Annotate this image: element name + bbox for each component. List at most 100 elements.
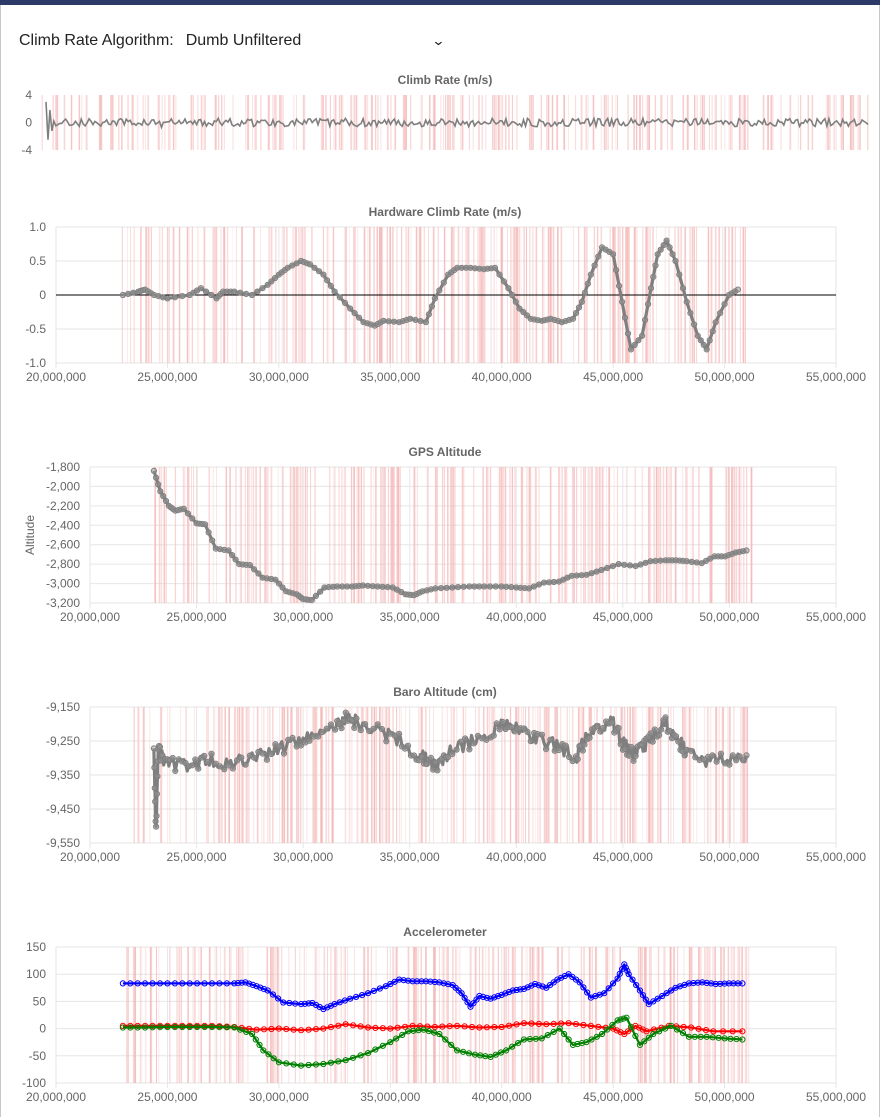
data-point bbox=[357, 727, 364, 734]
data-point bbox=[440, 980, 447, 987]
data-point bbox=[242, 979, 249, 986]
data-point bbox=[305, 1061, 312, 1069]
data-point bbox=[647, 730, 654, 737]
data-point bbox=[645, 301, 652, 308]
data-point bbox=[587, 1022, 595, 1030]
data-point bbox=[579, 747, 586, 754]
x-tick-label: 20,000,000 bbox=[60, 610, 120, 624]
data-point bbox=[320, 1025, 327, 1032]
data-point bbox=[743, 547, 750, 554]
data-point bbox=[157, 488, 164, 495]
data-point bbox=[550, 578, 558, 586]
data-point bbox=[645, 1001, 652, 1008]
data-point bbox=[153, 812, 160, 820]
x-tick-label: 20,000,000 bbox=[60, 850, 120, 864]
data-point bbox=[370, 987, 377, 995]
data-point bbox=[443, 584, 450, 591]
data-point bbox=[569, 1041, 577, 1048]
data-point bbox=[538, 731, 546, 738]
data-point bbox=[639, 332, 646, 339]
data-point bbox=[231, 288, 238, 295]
data-point bbox=[339, 583, 346, 590]
data-point bbox=[610, 1025, 617, 1032]
data-point bbox=[625, 971, 632, 978]
data-point bbox=[690, 980, 697, 987]
data-point bbox=[229, 765, 236, 772]
data-point bbox=[604, 564, 611, 572]
data-point bbox=[151, 764, 158, 771]
data-point bbox=[688, 558, 695, 566]
x-tick-label: 55,000,000 bbox=[806, 610, 866, 624]
data-point bbox=[598, 566, 605, 574]
data-point bbox=[208, 291, 215, 299]
data-point bbox=[721, 980, 728, 987]
data-point bbox=[710, 1028, 717, 1035]
data-point bbox=[152, 818, 159, 825]
data-point bbox=[172, 767, 179, 775]
y-tick-label: -1.0 bbox=[25, 356, 46, 370]
data-point bbox=[729, 1028, 736, 1035]
data-point bbox=[394, 1024, 401, 1031]
data-point bbox=[171, 980, 178, 987]
data-point bbox=[581, 741, 588, 748]
data-point bbox=[385, 318, 392, 325]
data-point bbox=[260, 1047, 267, 1054]
x-tick-label: 25,000,000 bbox=[137, 1090, 197, 1104]
data-point bbox=[275, 1025, 282, 1032]
data-point bbox=[289, 734, 296, 742]
data-point bbox=[642, 316, 649, 324]
data-point bbox=[650, 273, 657, 281]
y-tick-label: -9,150 bbox=[46, 700, 80, 714]
data-point bbox=[555, 746, 563, 754]
data-point bbox=[275, 1059, 282, 1066]
data-point bbox=[445, 981, 452, 988]
data-point bbox=[246, 562, 253, 569]
data-point bbox=[574, 756, 581, 763]
x-tick-label: 50,000,000 bbox=[695, 1090, 755, 1104]
data-point bbox=[642, 996, 649, 1003]
data-point bbox=[361, 721, 369, 728]
data-point bbox=[260, 1026, 268, 1033]
event-bars bbox=[126, 947, 750, 1083]
data-point bbox=[428, 303, 435, 310]
data-point bbox=[256, 1041, 263, 1048]
data-point bbox=[703, 1033, 710, 1040]
data-point bbox=[624, 967, 631, 975]
algorithm-select[interactable]: Dumb Unfiltered ⌄ bbox=[184, 30, 448, 52]
data-point bbox=[662, 714, 669, 721]
data-point bbox=[376, 985, 383, 992]
red-series-markers bbox=[119, 1020, 746, 1038]
data-point bbox=[720, 1028, 727, 1035]
data-point bbox=[446, 1023, 453, 1030]
data-point bbox=[730, 980, 737, 987]
data-point bbox=[508, 291, 516, 299]
data-point bbox=[584, 989, 591, 996]
data-point bbox=[588, 1036, 595, 1043]
data-point bbox=[565, 1036, 572, 1043]
data-point bbox=[712, 980, 719, 988]
data-point bbox=[524, 728, 531, 736]
data-point bbox=[336, 294, 343, 301]
data-point bbox=[601, 990, 608, 997]
data-point bbox=[208, 750, 215, 757]
data-point bbox=[119, 1024, 127, 1031]
data-point bbox=[189, 515, 196, 522]
data-point bbox=[656, 732, 663, 739]
data-point bbox=[688, 747, 695, 754]
data-point bbox=[364, 1050, 372, 1057]
data-point bbox=[691, 321, 698, 328]
data-point bbox=[205, 529, 212, 536]
data-point bbox=[384, 584, 391, 591]
data-point bbox=[574, 1040, 581, 1048]
y-tick-label: -9,350 bbox=[46, 768, 80, 782]
data-point bbox=[566, 753, 573, 761]
data-point bbox=[620, 1015, 627, 1022]
y-tick-label: -3,200 bbox=[46, 596, 80, 610]
data-point bbox=[142, 1024, 149, 1031]
data-point bbox=[666, 244, 673, 251]
data-point bbox=[637, 561, 644, 568]
data-point bbox=[427, 754, 435, 762]
algorithm-label: Climb Rate Algorithm: bbox=[19, 32, 174, 49]
data-point bbox=[405, 977, 412, 984]
x-tick-label: 40,000,000 bbox=[472, 370, 532, 384]
